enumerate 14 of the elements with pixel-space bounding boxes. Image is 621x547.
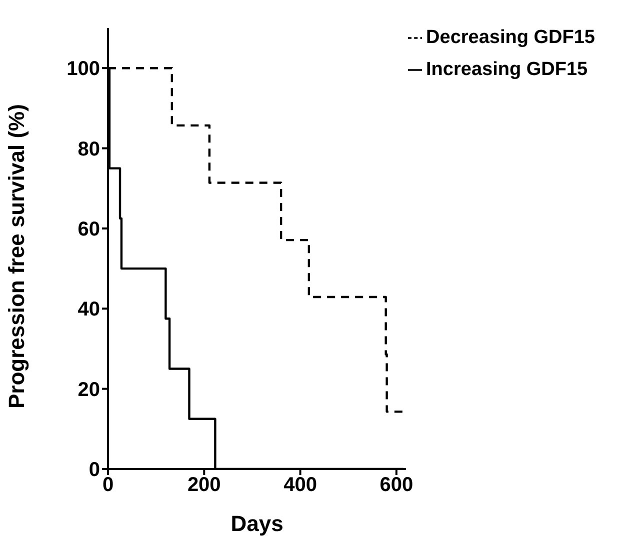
y-tick-label: 100 — [66, 58, 100, 80]
y-tick-label: 20 — [78, 378, 100, 401]
y-tick-label: 60 — [78, 218, 100, 241]
y-axis-title: Progression free survival (%) — [4, 104, 29, 408]
x-tick-label: 200 — [187, 474, 221, 496]
x-axis-title: Days — [230, 511, 284, 536]
y-tick-label: 40 — [78, 298, 100, 321]
legend-label: Increasing GDF15 — [426, 59, 588, 80]
y-tick-label: 80 — [78, 138, 100, 160]
x-tick-label: 600 — [380, 474, 414, 496]
y-tick-label: 0 — [88, 459, 100, 482]
x-tick-label: 0 — [102, 474, 114, 496]
x-tick-label: 400 — [284, 474, 317, 496]
legend-label: Decreasing GDF15 — [426, 27, 595, 48]
